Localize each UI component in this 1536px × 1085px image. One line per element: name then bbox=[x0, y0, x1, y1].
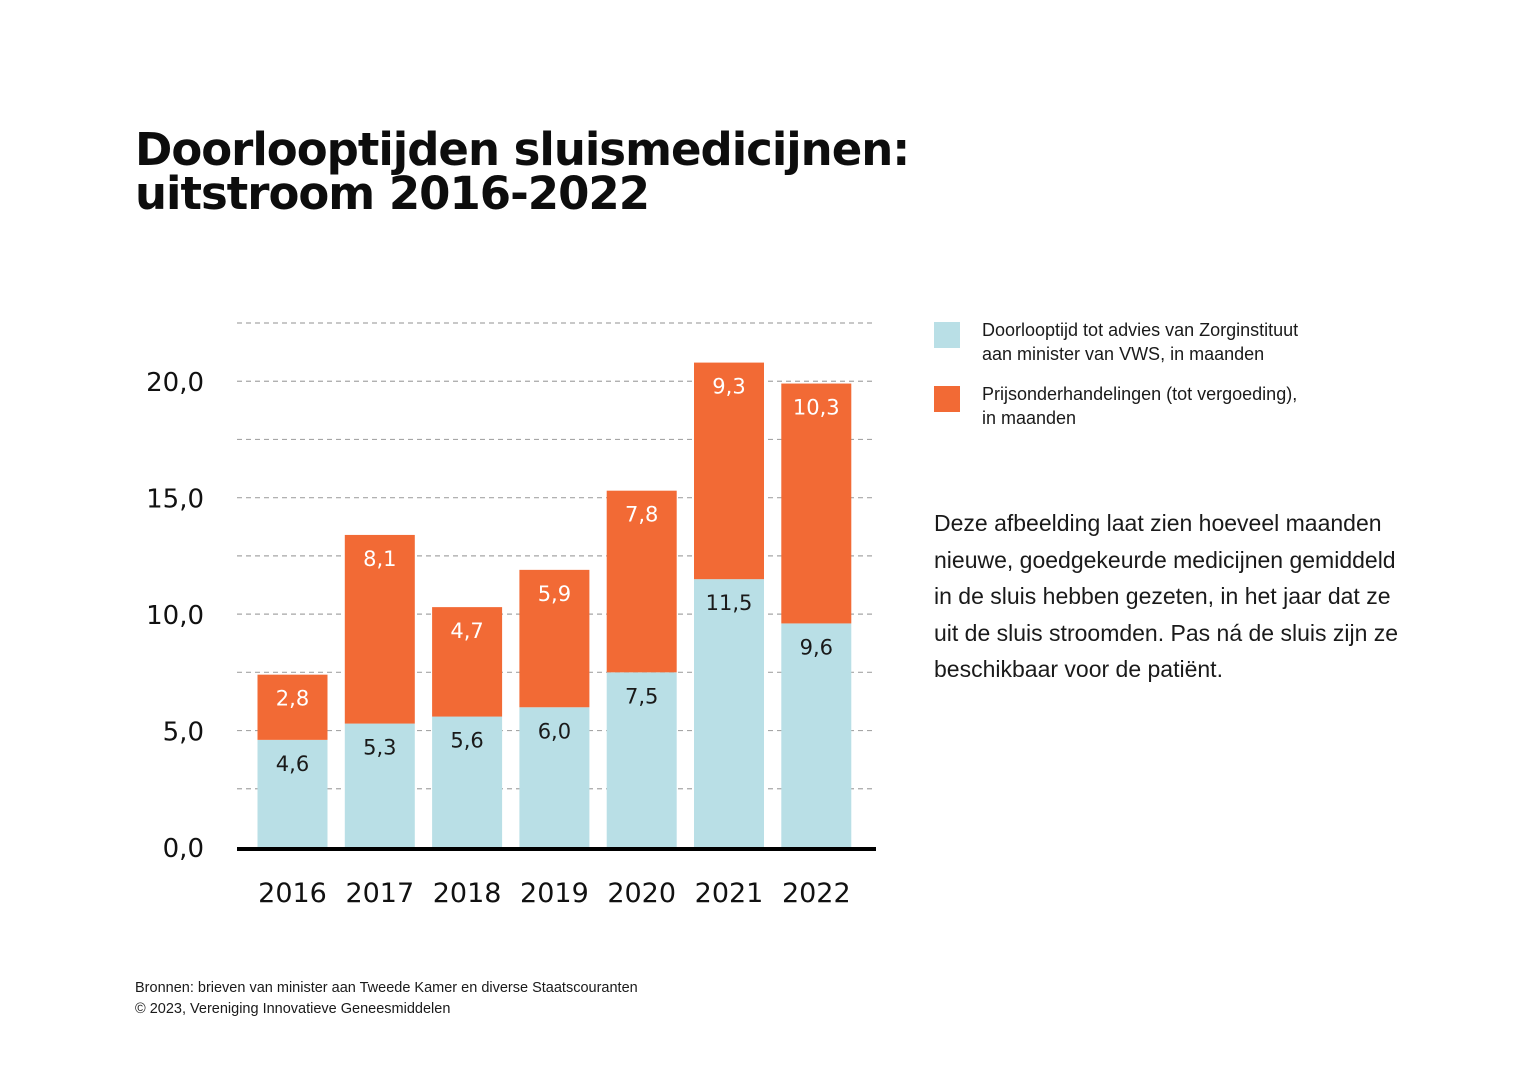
legend-swatch-advies bbox=[934, 322, 960, 348]
x-tick-label: 2019 bbox=[520, 878, 589, 909]
data-label-advies-2019: 6,0 bbox=[538, 719, 571, 743]
legend-label-prijs-line-2: in maanden bbox=[982, 408, 1077, 428]
x-tick-label: 2020 bbox=[607, 878, 676, 909]
y-tick-label: 0,0 bbox=[163, 834, 204, 864]
chart-title-line-2: uitstroom 2016-2022 bbox=[135, 167, 650, 220]
x-tick-label: 2018 bbox=[433, 878, 502, 909]
chart-title-line-1: Doorlooptijden sluismedicijnen: bbox=[135, 123, 910, 176]
bar-segment-prijs-2017 bbox=[344, 534, 415, 724]
x-tick-label: 2016 bbox=[258, 878, 327, 909]
copyright-line: © 2023, Vereniging Innovatieve Geneesmid… bbox=[135, 1001, 451, 1017]
legend-label-advies: Doorlooptijd tot advies van Zorginstituu… bbox=[982, 318, 1298, 366]
data-label-prijs-2016: 2,8 bbox=[276, 687, 309, 711]
y-tick-label: 5,0 bbox=[163, 718, 204, 748]
legend-item-prijs: Prijsonderhandelingen (tot vergoeding), … bbox=[934, 382, 1404, 430]
bar-segment-advies-2021 bbox=[694, 579, 764, 847]
chart-legend: Doorlooptijd tot advies van Zorginstituu… bbox=[934, 318, 1404, 446]
data-label-advies-2017: 5,3 bbox=[363, 736, 396, 760]
legend-item-advies: Doorlooptijd tot advies van Zorginstituu… bbox=[934, 318, 1404, 366]
y-tick-label: 10,0 bbox=[146, 601, 204, 631]
bar-segment-advies-2020 bbox=[606, 672, 677, 847]
bar-segment-prijs-2018 bbox=[432, 607, 503, 717]
bar-segment-prijs-2020 bbox=[606, 490, 677, 673]
bar-segment-advies-2022 bbox=[781, 623, 852, 847]
data-label-prijs-2018: 4,7 bbox=[450, 619, 483, 643]
chart-title: Doorlooptijden sluismedicijnen: uitstroo… bbox=[135, 123, 910, 220]
bar-segment-advies-2016 bbox=[257, 739, 328, 847]
legend-label-advies-line-1: Doorlooptijd tot advies van Zorginstituu… bbox=[982, 320, 1299, 340]
data-label-prijs-2017: 8,1 bbox=[363, 547, 396, 571]
source-line: Bronnen: brieven van minister aan Tweede… bbox=[135, 980, 638, 996]
description-line: Deze afbeelding laat zien hoeveel maande… bbox=[934, 510, 1382, 536]
description-line: in de sluis hebben gezeten, in het jaar … bbox=[934, 583, 1391, 609]
legend-label-prijs-line-1: Prijsonderhandelingen (tot vergoeding), bbox=[982, 384, 1298, 404]
data-label-prijs-2019: 5,9 bbox=[538, 582, 571, 606]
description-line: beschikbaar voor de patiënt. bbox=[934, 656, 1223, 682]
data-label-prijs-2021: 9,3 bbox=[712, 375, 745, 399]
data-label-advies-2018: 5,6 bbox=[450, 729, 483, 753]
source-note: Bronnen: brieven van minister aan Tweede… bbox=[135, 978, 638, 1020]
legend-swatch-prijs bbox=[934, 386, 960, 412]
data-label-advies-2021: 11,5 bbox=[706, 591, 753, 615]
bar-segment-prijs-2016 bbox=[257, 674, 328, 740]
x-tick-label: 2017 bbox=[345, 878, 414, 909]
data-label-advies-2022: 9,6 bbox=[800, 635, 833, 659]
y-tick-label: 15,0 bbox=[146, 485, 204, 515]
stacked-bar-chart: 0,0 5,0 10,0 15,0 20,0 4,6 2,8 2016 5,3 8,1 2017 5,… bbox=[146, 322, 876, 909]
description-line: uit de sluis stroomden. Pas ná de sluis … bbox=[934, 619, 1399, 646]
x-tick-label: 2021 bbox=[695, 878, 764, 909]
bar-segment-prijs-2019 bbox=[519, 569, 590, 708]
bar-segment-advies-2017 bbox=[344, 723, 415, 847]
bar-segment-prijs-2022 bbox=[781, 383, 852, 624]
data-label-advies-2016: 4,6 bbox=[276, 752, 309, 776]
legend-label-prijs: Prijsonderhandelingen (tot vergoeding), … bbox=[982, 382, 1297, 430]
description-text: Deze afbeelding laat zien hoeveel maande… bbox=[934, 505, 1494, 688]
data-label-prijs-2020: 7,8 bbox=[625, 503, 658, 527]
data-label-prijs-2022: 10,3 bbox=[793, 396, 840, 420]
data-label-advies-2020: 7,5 bbox=[625, 684, 658, 708]
bar-segment-advies-2018 bbox=[432, 716, 503, 847]
bar-segment-advies-2019 bbox=[519, 707, 590, 847]
legend-label-advies-line-2: aan minister van VWS, in maanden bbox=[982, 344, 1265, 364]
description-line: nieuwe, goedgekeurde medicijnen gemiddel… bbox=[934, 546, 1396, 573]
x-tick-label: 2022 bbox=[782, 878, 851, 909]
bar-segment-prijs-2021 bbox=[694, 362, 764, 580]
y-tick-label: 20,0 bbox=[146, 368, 204, 398]
